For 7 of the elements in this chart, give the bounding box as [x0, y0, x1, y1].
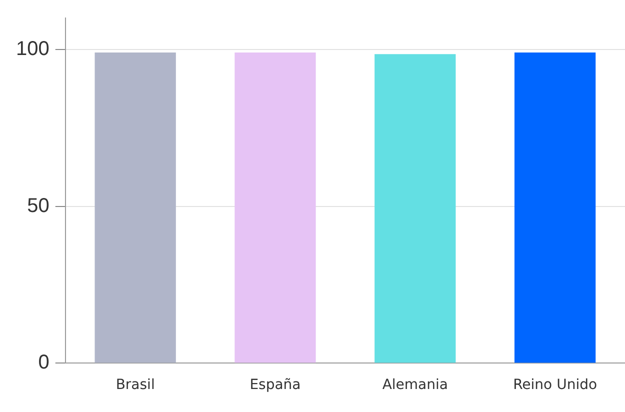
- x-tick-label: Brasil: [116, 377, 155, 394]
- y-tick-label: 100: [16, 38, 50, 60]
- x-tick-label: Reino Unido: [513, 377, 598, 394]
- y-tick-label: 50: [27, 194, 50, 217]
- x-tick-label: España: [250, 377, 301, 394]
- x-tick-label: Alemania: [382, 377, 448, 394]
- y-tick-label: 0: [38, 352, 50, 374]
